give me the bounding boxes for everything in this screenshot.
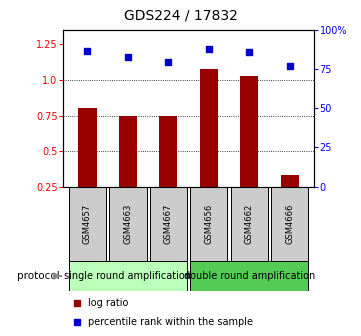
Text: GSM4662: GSM4662 (245, 204, 254, 244)
Text: percentile rank within the sample: percentile rank within the sample (88, 318, 253, 327)
Point (206, 46, 212, 52)
Bar (231, 186, 268, 261)
Point (74, 300, 80, 306)
Bar (240, 76, 258, 186)
Text: protocol: protocol (17, 271, 60, 281)
Point (165, 59, 171, 64)
Bar (281, 175, 299, 186)
Bar (69, 186, 106, 261)
Bar (190, 261, 308, 292)
Bar (78, 109, 96, 186)
Bar (200, 69, 218, 186)
Text: single round amplification: single round amplification (64, 271, 191, 281)
Text: log ratio: log ratio (88, 298, 129, 308)
Point (287, 64, 293, 69)
Text: double round amplification: double round amplification (184, 271, 315, 281)
Point (125, 54, 131, 59)
Point (74, 320, 80, 325)
Bar (109, 186, 147, 261)
Text: GSM4667: GSM4667 (164, 203, 173, 244)
Bar (271, 186, 308, 261)
Bar (150, 186, 187, 261)
Point (247, 49, 252, 55)
Point (84, 48, 90, 53)
Bar (69, 261, 187, 292)
Text: GSM4657: GSM4657 (83, 204, 92, 244)
Text: GSM4656: GSM4656 (204, 204, 213, 244)
Bar (159, 116, 178, 186)
Text: GSM4666: GSM4666 (285, 203, 294, 244)
Text: GDS224 / 17832: GDS224 / 17832 (123, 8, 238, 23)
Bar (190, 186, 227, 261)
Text: GSM4663: GSM4663 (123, 203, 132, 244)
Bar (119, 116, 137, 186)
